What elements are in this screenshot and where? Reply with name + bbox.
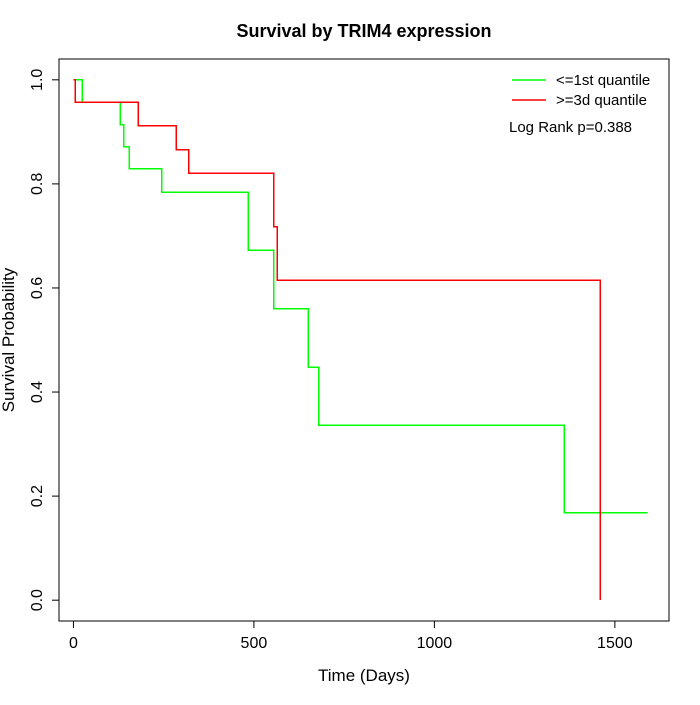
x-axis-label: Time (Days)	[318, 666, 410, 685]
x-axis: 0 500 1000 1500	[69, 621, 633, 652]
x-tick-label: 1000	[417, 635, 453, 652]
y-tick-label: 0.8	[29, 173, 46, 195]
y-tick-label: 0.4	[29, 381, 46, 403]
y-axis-label: Survival Probability	[0, 267, 18, 412]
y-tick-label: 0.2	[29, 485, 46, 507]
chart-title: Survival by TRIM4 expression	[236, 21, 491, 41]
legend: <=1st quantile >=3d quantile	[512, 72, 650, 109]
series-layer	[73, 79, 648, 601]
series-line-low-quantile	[73, 79, 648, 514]
x-tick-label: 0	[69, 635, 78, 652]
series-line-high-quantile	[73, 79, 602, 601]
legend-label-low: <=1st quantile	[556, 72, 650, 89]
x-tick-label: 500	[241, 635, 268, 652]
x-tick-label: 1500	[597, 635, 633, 652]
plot-frame	[58, 58, 670, 622]
legend-label-high: >=3d quantile	[556, 92, 647, 109]
y-axis: 0.0 0.2 0.4 0.6 0.8 1.0	[29, 69, 59, 611]
y-tick-label: 1.0	[29, 69, 46, 91]
log-rank-annotation: Log Rank p=0.388	[509, 119, 632, 136]
y-tick-label: 0.6	[29, 277, 46, 299]
y-tick-label: 0.0	[29, 589, 46, 611]
